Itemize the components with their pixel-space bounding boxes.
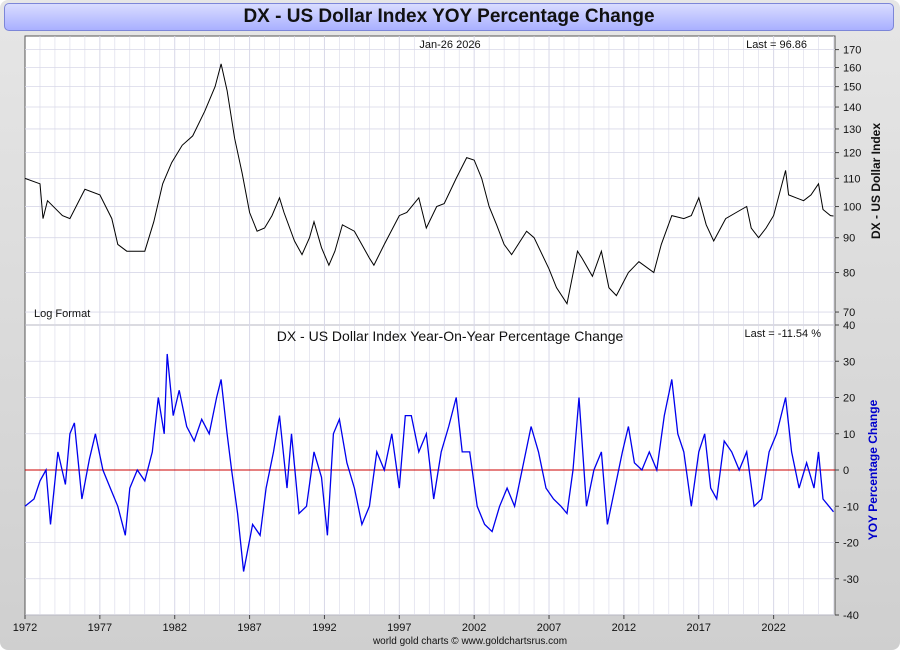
yoy-y-tick-label: 20	[843, 393, 855, 405]
yoy-y-axis: -40 -30 -20 -10 0 10 20 30 40	[835, 320, 859, 622]
grid	[25, 36, 835, 616]
price-y-tick-label: 170	[843, 45, 861, 57]
x-tick-label: 2002	[462, 622, 486, 634]
yoy-y-tick-label: -20	[843, 538, 859, 550]
price-y-tick-label: 130	[843, 124, 861, 136]
price-y-tick-label: 80	[843, 268, 855, 280]
x-tick-label: 2022	[761, 622, 785, 634]
title-bar: DX - US Dollar Index YOY Percentage Chan…	[4, 3, 894, 31]
price-y-tick-label: 90	[843, 233, 855, 245]
price-y-tick-label: 100	[843, 202, 861, 214]
x-tick-label: 1977	[88, 622, 112, 634]
yoy-last-label: Last = -11.54 %	[744, 328, 821, 340]
yoy-y-tick-label: -40	[843, 610, 859, 622]
x-tick-label: 1997	[387, 622, 411, 634]
x-tick-label: 2007	[537, 622, 561, 634]
price-series-line	[24, 63, 834, 305]
yoy-chart-title: DX - US Dollar Index Year-On-Year Percen…	[277, 328, 624, 344]
yoy-y-tick-label: -30	[843, 574, 859, 586]
x-tick-label: 1992	[312, 622, 336, 634]
price-y-axis: 70 80 90 100 110 120 130 140 150 160 170	[835, 45, 861, 319]
x-tick-label: 1982	[162, 622, 186, 634]
price-last-label: Last = 96.86	[746, 39, 807, 51]
date-label: Jan-26 2026	[419, 39, 480, 51]
log-format-note: Log Format	[34, 308, 90, 320]
yoy-y-tick-label: -10	[843, 501, 859, 513]
x-tick-label: 2017	[687, 622, 711, 634]
price-y-tick-label: 140	[843, 102, 861, 114]
yoy-y-tick-label: 40	[843, 320, 855, 332]
footer-credit: world gold charts © www.goldchartsrus.co…	[372, 636, 567, 647]
price-y-tick-label: 70	[843, 307, 855, 319]
yoy-y-tick-label: 30	[843, 356, 855, 368]
yoy-y-axis-label: YOY Percentage Change	[866, 399, 880, 540]
price-y-tick-label: 110	[843, 173, 861, 185]
yoy-y-tick-label: 0	[843, 465, 849, 477]
yoy-series-line	[24, 353, 835, 572]
x-tick-label: 2012	[612, 622, 636, 634]
x-axis: 1972 1977 1982 1987 1992 1997 2002 2007 2012 2017…	[13, 615, 786, 634]
price-y-tick-label: 160	[843, 63, 861, 75]
yoy-y-tick-label: 10	[843, 429, 855, 441]
price-y-tick-label: 120	[843, 148, 861, 160]
price-y-axis-label: DX - US Dollar Index	[869, 123, 883, 239]
x-tick-label: 1972	[13, 622, 37, 634]
price-y-tick-label: 150	[843, 82, 861, 94]
page-title: DX - US Dollar Index YOY Percentage Chan…	[243, 6, 655, 27]
x-tick-label: 1987	[237, 622, 261, 634]
